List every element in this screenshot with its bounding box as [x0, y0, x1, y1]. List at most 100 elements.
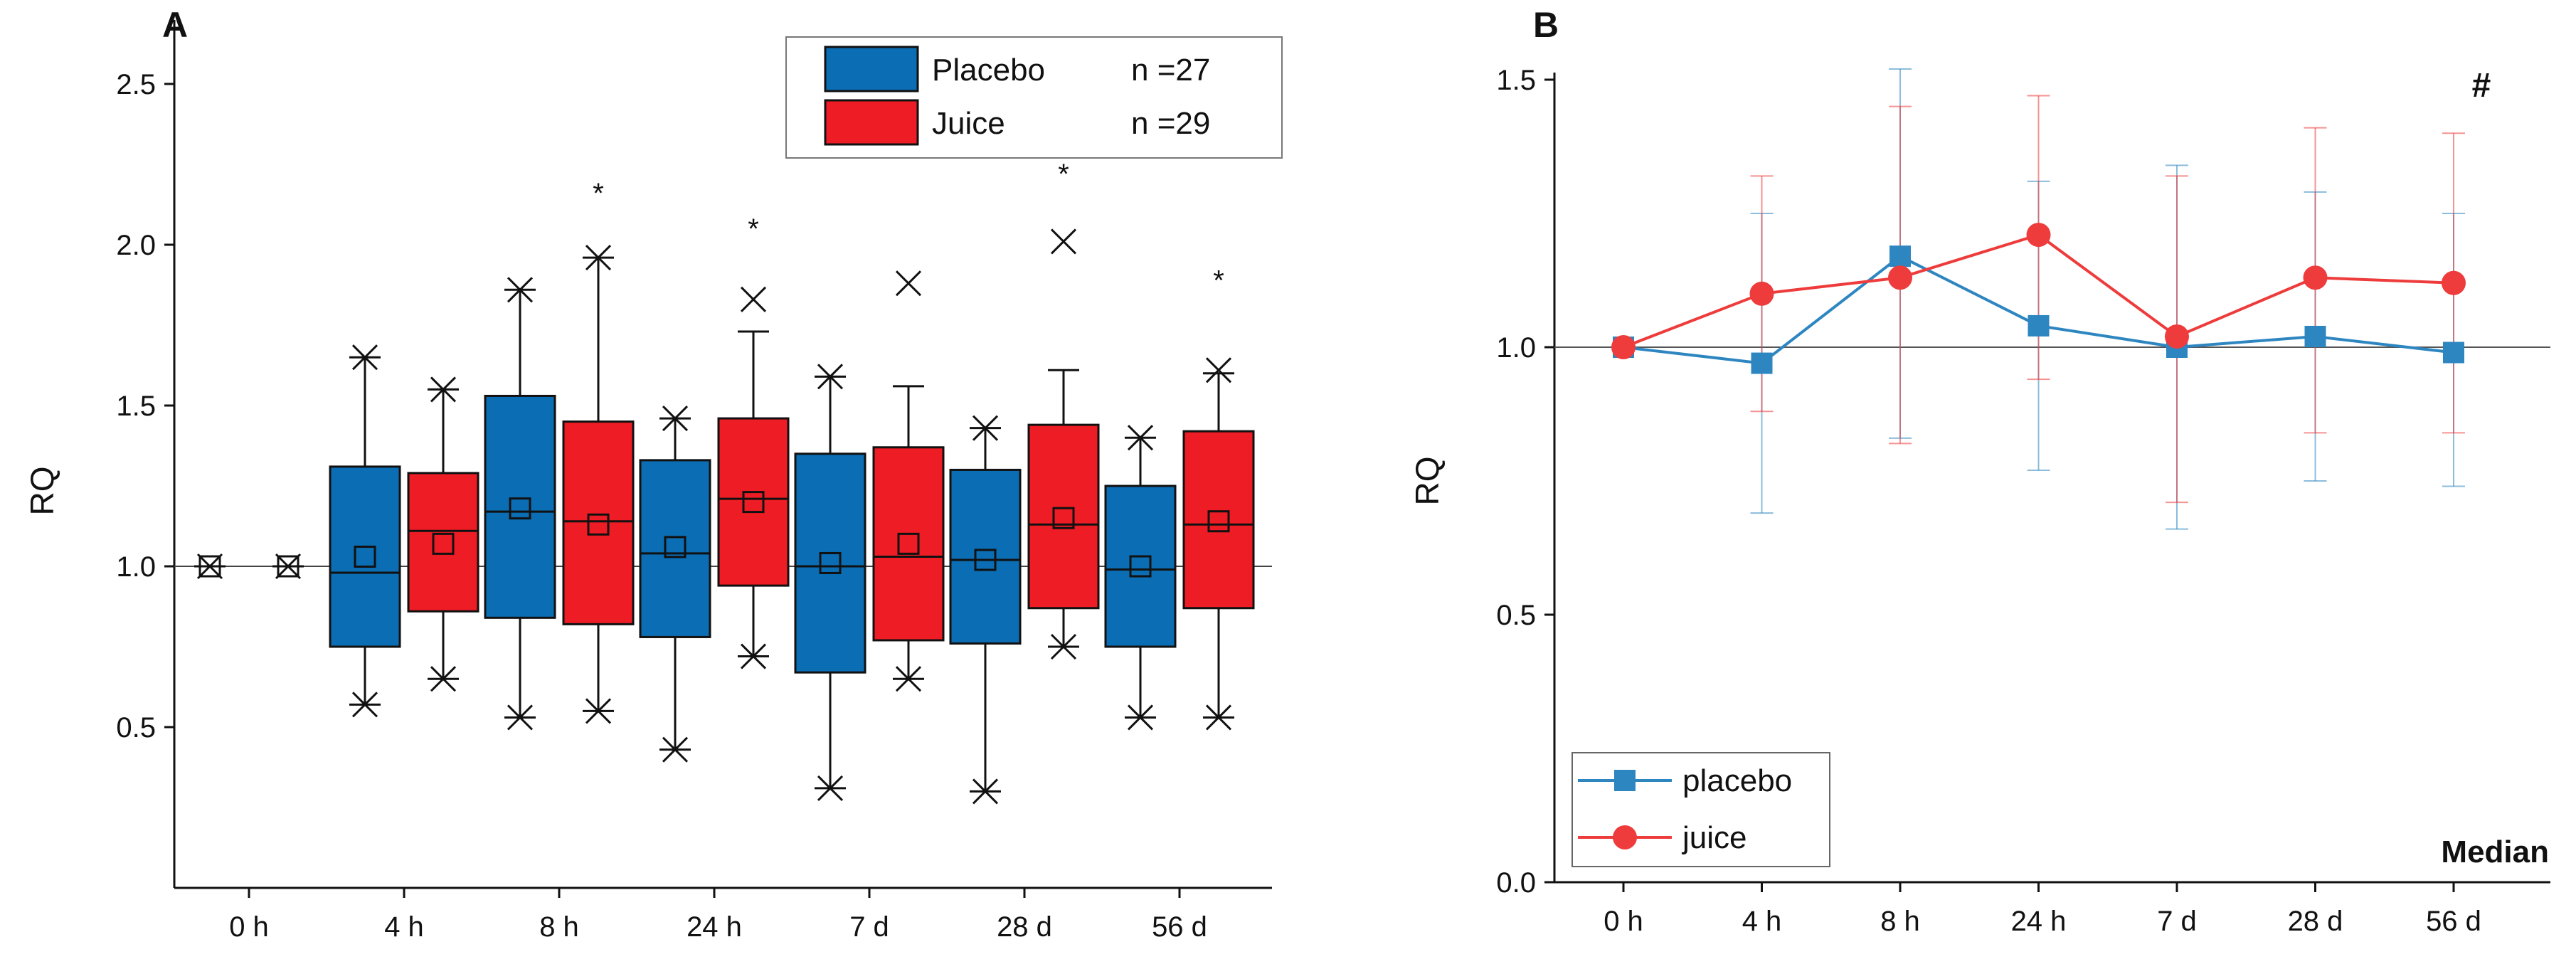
box-max-juice-28-d [1050, 228, 1077, 255]
panel-b-plot-area: 0.0 0.5 1.0 1.5 RQ 0 h 4 h 8 h 24 h 7 d 28 d 56 d # M… [1409, 65, 2550, 937]
box-min-placebo-28-d [972, 778, 999, 805]
legend-label-juice: Juice [932, 106, 1005, 141]
legend-marker-juice [1613, 825, 1637, 849]
legend-n-juice: n =29 [1131, 106, 1210, 141]
y-tick-label-1-5: 1.5 [116, 391, 156, 422]
marker-juice-0-h [1611, 335, 1636, 359]
y-axis-title: RQ [23, 467, 60, 516]
marker-placebo-24-h [2028, 314, 2050, 337]
box-mean-juice-8-h [587, 513, 610, 536]
box-placebo-4-h [329, 465, 401, 648]
box-mean-juice-7-d [897, 532, 920, 555]
box-mean-placebo-24-h [664, 536, 687, 558]
box-mean-placebo-4-h [354, 545, 376, 568]
x-tick-label-4-h: 4 h [1742, 906, 1782, 937]
box-mean-juice-28-d [1052, 507, 1075, 529]
box-max-placebo-24-h [662, 406, 689, 432]
box-mean-placebo-8-h [509, 497, 531, 520]
y-axis-title: RQ [1409, 457, 1446, 506]
y-tick-label-0-5: 0.5 [116, 712, 156, 743]
x-tick-label-28-d: 28 d [997, 911, 1052, 943]
box-mean-placebo-7-d [819, 551, 842, 574]
marker-juice-24-h [2026, 223, 2051, 248]
box-placebo-24-h [639, 459, 711, 638]
box-min-juice-28-d [1050, 633, 1077, 660]
box-mean-juice-24-h [742, 491, 765, 514]
x-tick-label-7-d: 7 d [2157, 906, 2197, 937]
significance-star-8-h: * [593, 178, 604, 209]
x-tick-label-56-d: 56 d [1152, 911, 1207, 943]
box-juice-8-h [562, 420, 635, 625]
panel-b: B 0.0 0.5 1.0 1.5 RQ 0 h 4 h 8 h 24 h 7 d 28 d 56 d… [1409, 5, 2550, 937]
box-max-placebo-56-d [1127, 425, 1154, 451]
marker-placebo-28-d [2304, 325, 2326, 347]
x-tick-label-0-h: 0 h [229, 911, 269, 943]
box-max-juice-8-h [585, 245, 612, 271]
box-juice-28-d [1027, 423, 1100, 610]
x-tick-label-0-h: 0 h [1604, 906, 1643, 937]
legend-marker-placebo [1614, 770, 1636, 791]
y-tick-label-0-5: 0.5 [1496, 600, 1536, 631]
box-max-placebo-8-h [507, 277, 534, 303]
significance-star-28-d: * [1058, 159, 1069, 190]
marker-juice-4-h [1749, 281, 1774, 306]
legend-n-placebo: n =27 [1131, 53, 1210, 88]
box-mean-placebo-0-h [198, 555, 221, 578]
marker-juice-28-d [2303, 265, 2328, 290]
box-mean-placebo-28-d [974, 549, 997, 571]
marker-placebo-56-d [2443, 341, 2464, 364]
panel-b-legend: placebo juice [1571, 752, 1830, 867]
x-tick-label-28-d: 28 d [2288, 906, 2343, 937]
box-min-placebo-7-d [817, 775, 844, 801]
y-tick-label-1-0: 1.0 [1496, 332, 1536, 364]
marker-juice-7-d [2165, 324, 2189, 349]
marker-placebo-4-h [1751, 352, 1773, 374]
box-max-placebo-4-h [351, 344, 378, 371]
box-max-juice-4-h [430, 376, 457, 403]
box-min-juice-56-d [1205, 704, 1232, 731]
y-tick-label-0-0: 0.0 [1496, 867, 1536, 899]
box-juice-24-h [717, 417, 790, 587]
marker-placebo-8-h [1889, 245, 1911, 268]
y-tick-label-1-5: 1.5 [1496, 65, 1536, 96]
box-juice-56-d [1182, 430, 1255, 610]
legend-swatch-juice [824, 99, 919, 146]
legend-label-placebo: Placebo [932, 53, 1045, 88]
box-placebo-8-h [484, 394, 556, 619]
box-min-placebo-4-h [351, 692, 378, 718]
legend-label-placebo: placebo [1682, 763, 1792, 798]
box-min-placebo-24-h [662, 736, 689, 763]
box-min-juice-4-h [430, 666, 457, 692]
box-max-placebo-28-d [972, 415, 999, 441]
y-tick-label-2-5: 2.5 [116, 69, 156, 100]
box-mean-juice-4-h [432, 532, 455, 555]
median-annotation: Median [2441, 835, 2549, 869]
box-placebo-28-d [949, 468, 1022, 645]
box-placebo-56-d [1104, 484, 1177, 648]
box-mean-placebo-56-d [1129, 555, 1152, 578]
x-tick-label-24-h: 24 h [2011, 906, 2067, 937]
box-max-juice-24-h [740, 286, 767, 312]
x-tick-label-8-h: 8 h [539, 911, 579, 943]
box-min-placebo-8-h [507, 704, 534, 731]
box-min-placebo-56-d [1127, 704, 1154, 731]
significance-star-56-d: * [1213, 265, 1224, 296]
x-tick-label-7-d: 7 d [849, 911, 889, 943]
x-tick-label-4-h: 4 h [384, 911, 424, 943]
box-min-juice-8-h [585, 698, 612, 724]
legend-label-juice: juice [1681, 820, 1747, 855]
marker-juice-8-h [1888, 265, 1912, 290]
x-tick-label-24-h: 24 h [687, 911, 742, 943]
box-placebo-7-d [794, 452, 866, 674]
box-max-juice-7-d [895, 270, 922, 297]
box-mean-juice-56-d [1207, 510, 1230, 533]
box-max-juice-56-d [1205, 357, 1232, 383]
significance-star-24-h: * [748, 213, 759, 245]
y-tick-label-1-0: 1.0 [116, 551, 156, 583]
panel-b-letter: B [1533, 5, 1559, 45]
panel-a-plot-area: 0.5 1.0 1.5 2.0 2.5 RQ 0 h 4 h 8 h 24 h 7 d 28 d 56 … [23, 20, 1272, 943]
box-max-placebo-7-d [817, 364, 844, 390]
box-juice-4-h [407, 472, 479, 613]
marker-juice-56-d [2442, 270, 2466, 295]
